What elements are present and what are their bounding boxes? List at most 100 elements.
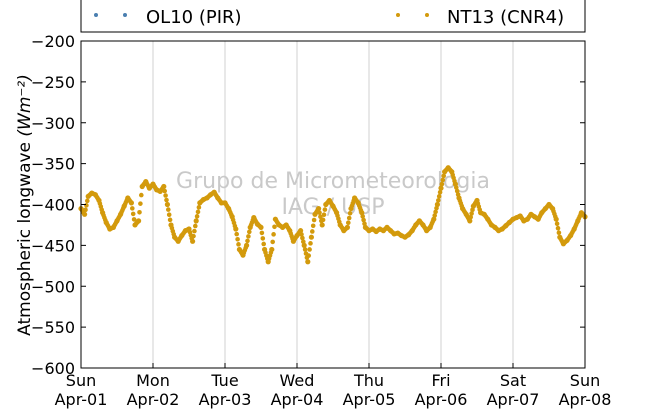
data-point <box>553 214 558 219</box>
data-point <box>440 177 446 183</box>
data-point <box>317 210 322 215</box>
data-point <box>436 194 442 199</box>
data-point <box>167 217 173 223</box>
x-tick-label-day: Mon <box>136 371 170 390</box>
data-point <box>135 219 140 225</box>
data-point <box>333 208 339 214</box>
y-axis-label: Atmospheric longwave (Wm⁻²) <box>15 74 35 336</box>
data-point <box>477 207 483 212</box>
data-point <box>469 211 474 216</box>
data-point <box>302 247 308 252</box>
data-point <box>191 233 196 239</box>
data-point <box>117 213 122 219</box>
legend: OL10 (PIR) NT13 (CNR4) <box>80 0 586 33</box>
legend-box <box>80 0 586 33</box>
data-point <box>571 228 576 233</box>
data-point <box>437 189 443 195</box>
legend-label-nt13: NT13 (CNR4) <box>447 7 564 28</box>
data-point <box>347 210 353 216</box>
data-point <box>439 181 445 187</box>
data-point <box>130 206 135 211</box>
data-point <box>171 231 176 237</box>
data-point <box>320 217 326 223</box>
data-point <box>434 201 440 208</box>
data-point <box>574 220 580 226</box>
data-point <box>243 245 248 251</box>
data-point <box>454 188 460 194</box>
legend-label-ol10: OL10 (PIR) <box>146 7 242 28</box>
y-axis: −200 −250 −300 −350 −400 −450 −500 −550 −600 <box>31 32 585 378</box>
data-point <box>286 226 292 232</box>
x-tick-label-day: Wed <box>280 371 315 390</box>
data-point <box>308 234 314 240</box>
legend-marker-nt13 <box>396 13 400 17</box>
data-point <box>166 212 172 218</box>
data-point <box>322 207 328 212</box>
data-point <box>310 223 316 229</box>
data-point <box>166 207 171 212</box>
data-point <box>432 213 438 218</box>
data-point <box>246 234 251 239</box>
data-point <box>346 215 352 221</box>
data-point <box>130 211 136 217</box>
data-point <box>229 212 234 218</box>
data-point <box>360 214 366 219</box>
data-point <box>225 204 230 210</box>
data-point <box>95 196 101 202</box>
data-point <box>554 221 560 227</box>
data-point <box>318 214 323 220</box>
data-point <box>299 232 304 237</box>
y-tick-label: −250 <box>31 73 75 92</box>
data-point <box>259 230 265 236</box>
data-point <box>438 185 444 191</box>
y-tick-label: −600 <box>31 359 75 378</box>
data-points <box>78 165 588 265</box>
data-point <box>84 203 89 208</box>
x-tick-label-date: Apr-05 <box>343 390 396 409</box>
data-point <box>468 214 474 220</box>
x-tick-label-day: Thu <box>353 371 384 390</box>
legend-marker-ol10 <box>123 13 127 17</box>
data-point <box>454 185 459 190</box>
y-tick-label: −350 <box>31 155 75 174</box>
data-point <box>311 217 317 223</box>
data-point <box>232 223 238 229</box>
data-point <box>306 253 312 258</box>
data-point <box>234 231 239 237</box>
x-tick-label-date: Apr-06 <box>415 390 468 409</box>
data-point <box>305 259 311 265</box>
y-axis-label-text: Atmospheric longwave <box>15 142 35 336</box>
data-point <box>193 218 199 224</box>
data-point <box>270 239 276 245</box>
y-tick-label: −500 <box>31 277 75 296</box>
data-point <box>308 241 313 246</box>
data-point <box>260 236 266 241</box>
data-point <box>163 193 168 198</box>
data-point <box>361 217 366 223</box>
data-point <box>344 225 349 231</box>
data-point <box>272 224 277 230</box>
y-axis-label-unit: (Wm⁻²) <box>15 74 35 136</box>
x-tick-label-date: Apr-02 <box>127 390 180 409</box>
data-point <box>430 218 436 224</box>
data-point <box>131 217 137 222</box>
data-point <box>193 223 198 229</box>
data-point <box>137 209 142 215</box>
data-point <box>99 207 104 212</box>
data-point <box>436 198 441 203</box>
x-tick-label-day: Sun <box>66 371 96 390</box>
data-point <box>257 224 263 229</box>
data-point <box>103 217 108 223</box>
data-point <box>455 192 461 197</box>
data-point <box>245 238 250 244</box>
data-point <box>85 198 90 204</box>
data-point <box>441 173 447 179</box>
data-point <box>271 232 276 237</box>
data-point <box>162 188 167 194</box>
y-tick-label: −550 <box>31 318 75 337</box>
x-tick-label-day: Fri <box>431 371 450 390</box>
vertical-gridlines <box>152 41 514 368</box>
data-point <box>581 213 587 219</box>
x-tick-label-date: Apr-04 <box>271 390 324 409</box>
